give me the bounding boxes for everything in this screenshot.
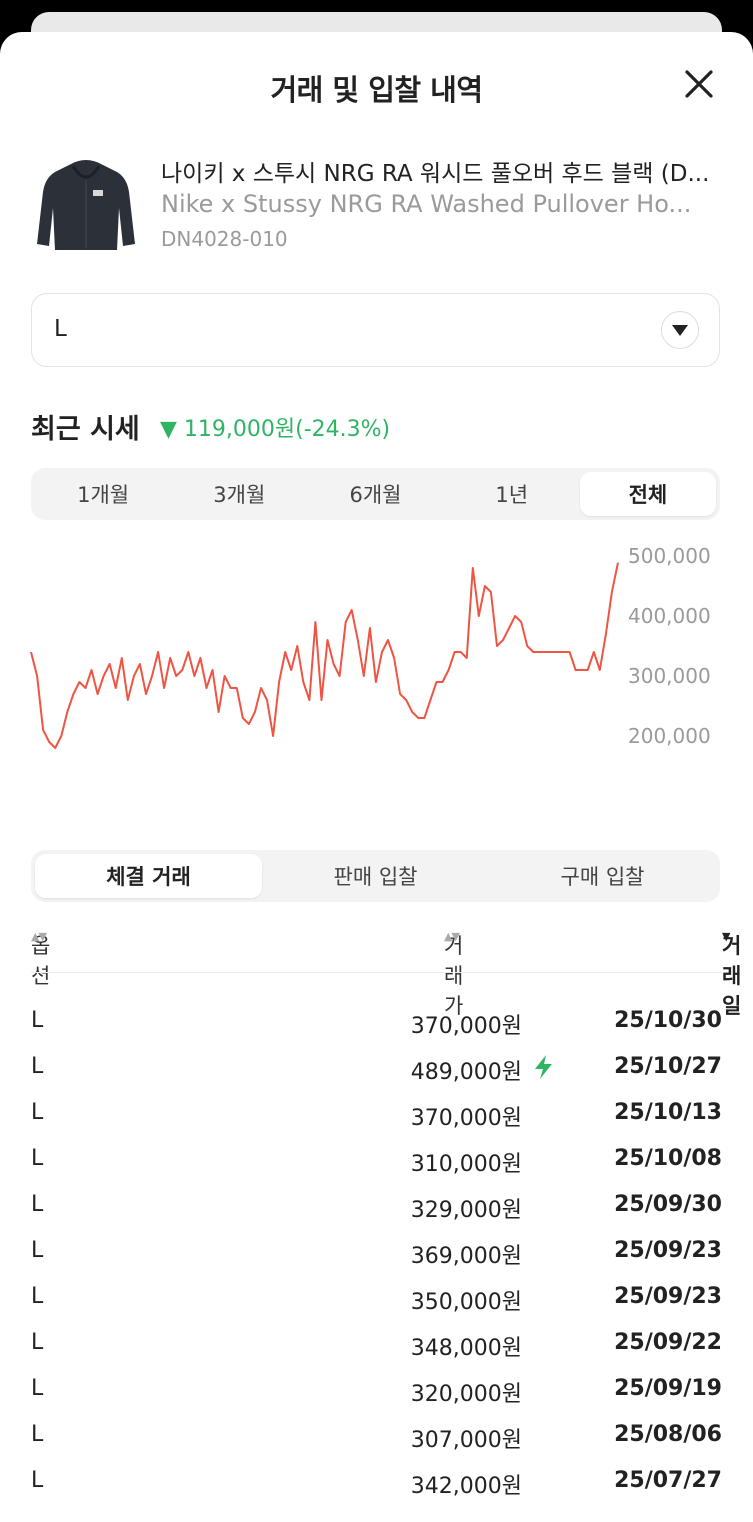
row-option: L [31, 1330, 44, 1355]
table-row: L 370,000원 25/10/13 [31, 1092, 722, 1138]
row-option: L [31, 1468, 44, 1493]
sort-icon: ▲▼ [31, 930, 47, 943]
table-row: L 329,000원 25/09/30 [31, 1184, 722, 1230]
lightning-icon [535, 1055, 552, 1079]
row-price: 342,000원 [410, 1474, 522, 1499]
table-row: L 489,000원 25/10/27 [31, 1046, 722, 1092]
row-option: L [31, 1146, 44, 1171]
tab-1-year[interactable]: 1년 [495, 483, 529, 507]
row-option: L [31, 1376, 44, 1401]
row-price: 329,000원 [410, 1198, 522, 1223]
row-price: 310,000원 [410, 1152, 522, 1177]
sort-icon: ▼ [722, 930, 731, 943]
row-date: 25/08/06 [614, 1422, 722, 1447]
row-date: 25/10/13 [614, 1100, 722, 1125]
tab-3-months[interactable]: 3개월 [213, 483, 266, 507]
row-date: 25/09/19 [614, 1376, 722, 1401]
row-price: 350,000원 [410, 1290, 522, 1315]
row-price: 370,000원 [410, 1014, 522, 1039]
tab-1-month[interactable]: 1개월 [77, 483, 130, 507]
y-tick-label: 300,000 [628, 664, 711, 688]
table-row: L 310,000원 25/10/08 [31, 1138, 722, 1184]
sheet-title: 거래 및 입찰 내역 [270, 73, 483, 107]
history-tabs: 체결 거래 판매 입찰 구매 입찰 [31, 850, 720, 902]
hoodie-thumbnail [37, 160, 135, 250]
y-tick-label: 500,000 [628, 544, 711, 568]
row-option: L [31, 1422, 44, 1447]
recent-price-label: 최근 시세 [31, 414, 140, 445]
table-row: L 369,000원 25/09/23 [31, 1230, 722, 1276]
row-date: 25/09/23 [614, 1238, 722, 1263]
price-chart: 500,000 400,000 300,000 200,000 [30, 544, 711, 749]
tab-6-months[interactable]: 6개월 [349, 483, 402, 507]
row-date: 25/09/22 [614, 1330, 722, 1355]
row-option: L [31, 1192, 44, 1217]
chevron-down-icon [661, 311, 699, 349]
sort-icon: ▲▼ [444, 930, 460, 943]
product-name-en: Nike x Stussy NRG RA Washed Pullover Ho.… [161, 190, 692, 218]
y-tick-label: 400,000 [628, 604, 711, 628]
row-option: L [31, 1100, 44, 1125]
tab-buy-bids[interactable]: 구매 입찰 [560, 865, 645, 889]
table-row: L 307,000원 25/08/06 [31, 1414, 722, 1460]
table-row: L 350,000원 25/09/23 [31, 1276, 722, 1322]
tab-all[interactable]: 전체 [579, 472, 717, 516]
table-row: L 370,000원 25/10/30 [31, 1000, 722, 1046]
size-select-value: L [54, 316, 67, 342]
row-option: L [31, 1054, 44, 1079]
price-line [30, 562, 619, 749]
y-tick-label: 200,000 [628, 724, 711, 748]
row-date: 25/10/27 [614, 1054, 722, 1079]
product-name-ko: 나이키 x 스투시 NRG RA 워시드 풀오버 후드 블랙 (D... [161, 161, 710, 187]
size-select[interactable]: L [31, 293, 720, 367]
row-date: 25/07/27 [614, 1468, 722, 1493]
row-date: 25/09/30 [614, 1192, 722, 1217]
table-header: 옵션 ▲▼ 거래가 ▲▼ 거래일 ▼ [31, 930, 742, 1018]
price-change: ▼ 119,000원(-24.3%) [160, 417, 391, 442]
divider [31, 972, 722, 973]
row-date: 25/10/08 [614, 1146, 722, 1171]
period-tabs: 1개월 3개월 6개월 1년 전체 [31, 468, 720, 520]
bottom-sheet [0, 32, 753, 1522]
row-price: 370,000원 [410, 1106, 522, 1131]
row-option: L [31, 1008, 44, 1033]
tab-completed-trades[interactable]: 체결 거래 [35, 854, 262, 898]
trade-list: L 370,000원 25/10/30 L 489,000원 25/10/27 L 370,0… [31, 1000, 722, 1506]
row-option: L [31, 1238, 44, 1263]
row-price: 307,000원 [410, 1428, 522, 1453]
row-price: 320,000원 [410, 1382, 522, 1407]
table-row: L 320,000원 25/09/19 [31, 1368, 722, 1414]
row-option: L [31, 1284, 44, 1309]
close-icon[interactable] [682, 67, 716, 101]
table-row: L 342,000원 25/07/27 [31, 1460, 722, 1506]
row-price: 489,000원 [410, 1060, 522, 1085]
table-row: L 348,000원 25/09/22 [31, 1322, 722, 1368]
row-date: 25/10/30 [614, 1008, 722, 1033]
row-price: 348,000원 [410, 1336, 522, 1361]
product-code: DN4028-010 [161, 227, 288, 251]
row-date: 25/09/23 [614, 1284, 722, 1309]
row-price: 369,000원 [410, 1244, 522, 1269]
tab-sell-bids[interactable]: 판매 입찰 [333, 865, 418, 889]
